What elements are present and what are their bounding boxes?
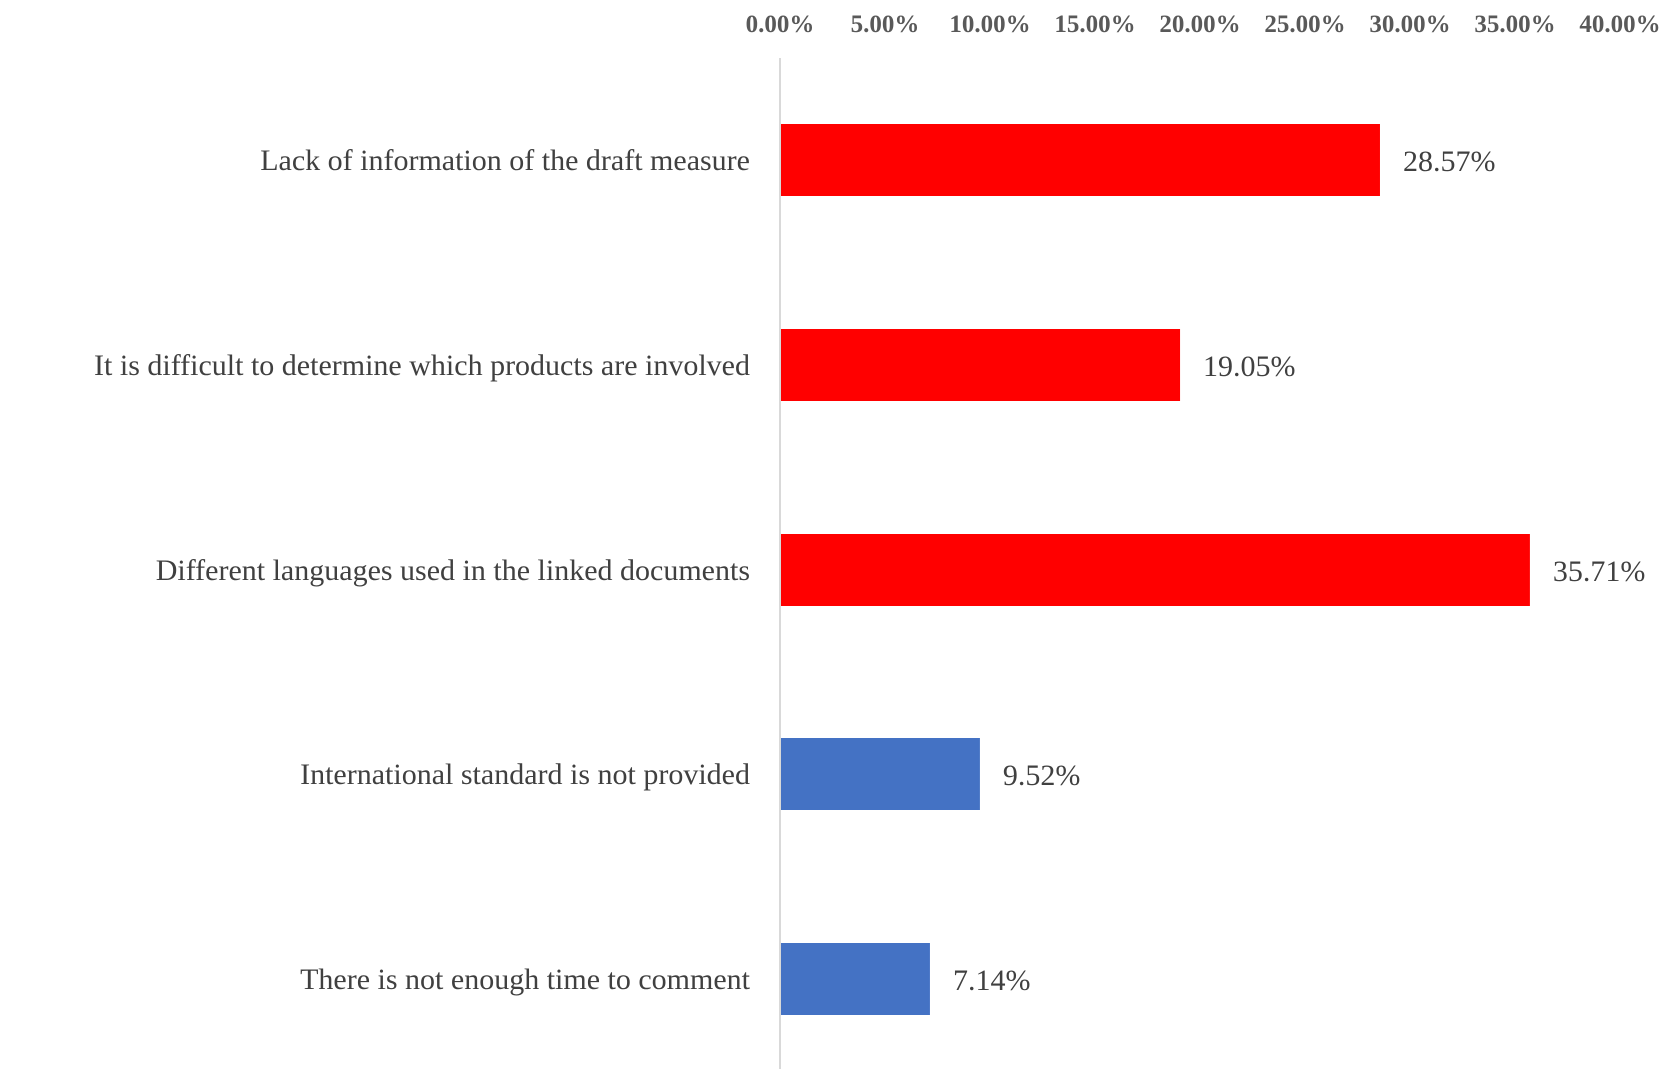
category-label: It is difficult to determine which produ… xyxy=(94,349,750,382)
x-tick-label: 0.00% xyxy=(746,11,815,38)
x-tick-label: 25.00% xyxy=(1264,11,1345,38)
x-tick-label: 35.00% xyxy=(1474,11,1555,38)
bar xyxy=(781,738,980,810)
data-label: 28.57% xyxy=(1403,145,1496,178)
x-tick-label: 5.00% xyxy=(851,11,920,38)
category-label: There is not enough time to comment xyxy=(300,963,751,996)
x-axis-ticks: 0.00% 5.00% 10.00% 15.00% 20.00% 25.00% 30.00%… xyxy=(746,11,1661,38)
bar xyxy=(781,329,1180,401)
bar xyxy=(781,943,930,1015)
x-tick-label: 10.00% xyxy=(949,11,1030,38)
category-label: Lack of information of the draft measure xyxy=(260,144,750,177)
x-tick-label: 20.00% xyxy=(1159,11,1240,38)
category-label: Different languages used in the linked d… xyxy=(156,554,750,587)
data-label: 7.14% xyxy=(953,964,1030,997)
bar xyxy=(781,124,1380,196)
bars xyxy=(781,124,1530,1015)
x-tick-label: 15.00% xyxy=(1054,11,1135,38)
x-tick-label: 30.00% xyxy=(1369,11,1450,38)
x-tick-label: 40.00% xyxy=(1579,11,1660,38)
data-label: 19.05% xyxy=(1203,350,1296,383)
data-label: 35.71% xyxy=(1553,555,1646,588)
data-label: 9.52% xyxy=(1003,759,1080,792)
category-labels: Lack of information of the draft measure… xyxy=(94,144,751,996)
bar xyxy=(781,534,1530,606)
category-label: International standard is not provided xyxy=(300,758,750,791)
